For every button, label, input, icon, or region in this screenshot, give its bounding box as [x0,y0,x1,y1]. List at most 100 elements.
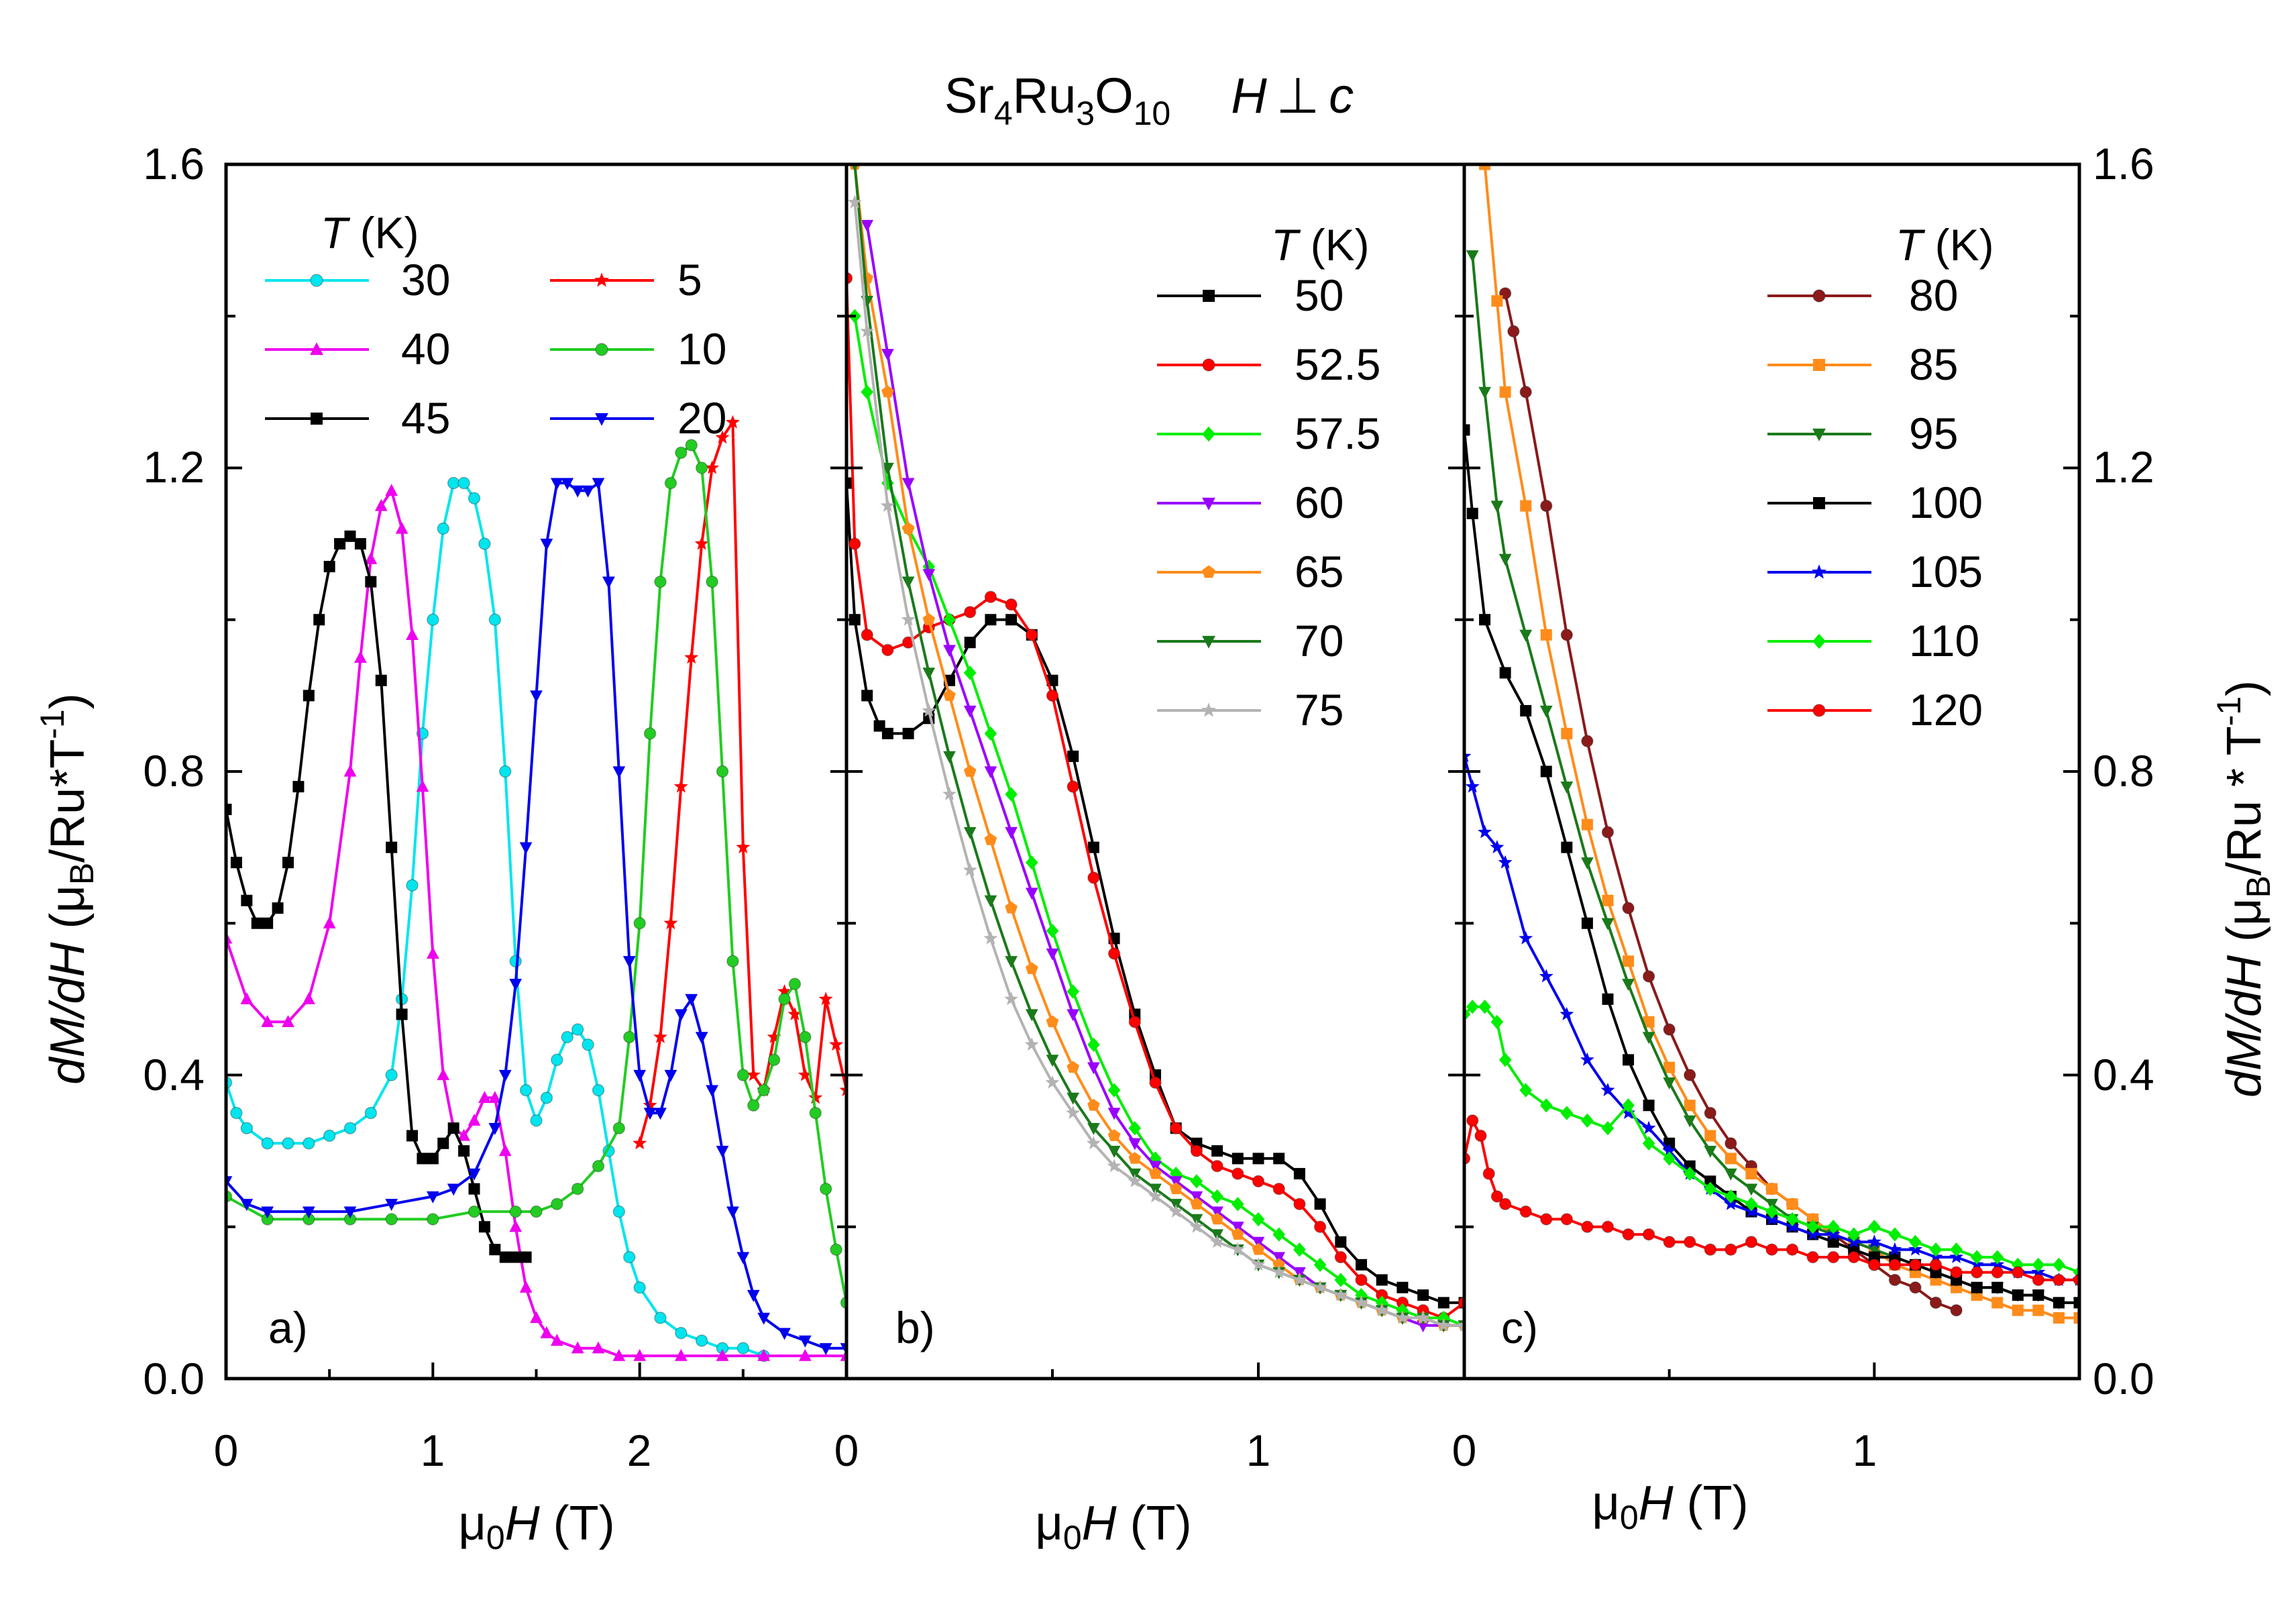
panel-c-legend-marker-85 [1813,359,1825,371]
panel-c-legend-marker-100 [1813,497,1825,509]
panel-b-point-65-6 [963,765,977,777]
title-perp: ⊥ [1276,68,1319,123]
panel-c-point-120-16 [1725,1243,1737,1256]
panel-a-point-45-13 [354,538,366,550]
panel-a-point-45-23 [458,1145,470,1157]
panel-a-point-30-16 [457,476,470,490]
panel-b-point-65-2 [881,385,894,398]
panel-c-point-80-11 [1704,1106,1717,1120]
panel-a-point-40-11 [395,521,408,534]
panel-a-point-45-28 [510,1251,522,1263]
panel-a-point-30-22 [519,1083,533,1097]
panel-c-legend-title: T (K) [1896,220,1994,270]
panel-b-legend-label-52_5: 52.5 [1295,339,1380,389]
panel-c-point-120-23 [1868,1259,1881,1271]
panel-a-point-20-32 [726,1206,739,1219]
panel-b-point-50-5 [902,727,914,739]
panel-a-xtick-2: 2 [627,1426,652,1475]
panel-c-legend-label-120: 120 [1909,685,1983,735]
panel-c-point-105-23 [1888,1242,1902,1256]
panel-b-point-50-10 [1005,614,1018,626]
panel-a-point-45-4 [262,917,274,929]
panel-c-point-95-6 [1560,781,1574,794]
panel-b-point-65-17 [1190,1197,1203,1210]
panel-b-legend-marker-57_5 [1202,426,1215,442]
panel-a-point-20-5 [385,1199,398,1212]
panel-b-point-65-16 [1169,1182,1183,1195]
panel-b-point-57_5-17 [1190,1174,1203,1189]
panel-c-point-80-8 [1642,970,1655,983]
panel-c-point-100-13 [1704,1175,1716,1187]
panel-b-point-75-14 [1128,1173,1142,1187]
panel-a-xticks: 0 1 2 [214,1426,652,1475]
ytick-right-0: 0.0 [2093,1354,2154,1403]
panel-a-point-20-27 [674,1009,688,1022]
panel-c-point-110-15 [1725,1189,1737,1204]
panel-b-point-57_5-18 [1211,1189,1223,1204]
panel-b-legend-item-50: 50 [1157,270,1344,320]
panel-b-point-52_5-13 [1087,871,1100,884]
panel-a-point-30-24 [540,1091,553,1104]
panel-c-point-110-16 [1745,1197,1758,1212]
title-sr: Sr [944,68,994,123]
panel-a-point-20-2 [261,1206,274,1219]
panel-b-point-57_5-10 [1046,923,1059,939]
panel-c-point-120-30 [2012,1266,2024,1279]
panel-c-point-100-6 [1561,841,1573,853]
panel-c-legend-marker-95 [1812,428,1826,441]
panel-c-point-110-4 [1498,1053,1512,1067]
panel-b-legend: T (K) 50 52.5 57.5 60 65 70 75 [1157,220,1380,735]
panel-b-point-52_5-10 [1026,629,1038,641]
panel-b-point-65-15 [1149,1167,1162,1179]
panel-c-point-120-24 [1888,1259,1902,1271]
panel-a-point-10-6 [468,1205,481,1218]
panel-a-point-5-8 [715,430,730,444]
panel-a-point-30-1 [230,1106,243,1120]
panel-a-legend-marker-40 [310,342,323,356]
panel-c-point-110-30 [2032,1257,2045,1272]
panel-b-series-50 [846,477,1464,1309]
panel-a-legend-label-10: 10 [677,324,726,374]
panel-c-point-110-26 [1950,1242,1963,1257]
ytick-left-2: 0.8 [143,746,205,796]
panel-a-point-40-15 [437,1068,450,1081]
panel-b-point-60-5 [963,705,977,718]
panel-c-point-95-12 [1683,1115,1696,1128]
panel-a-point-20-1 [240,1199,254,1212]
panel-b-point-60-12 [1107,1108,1121,1120]
panel-c-point-85-9 [1643,1016,1655,1028]
panel-c-point-105-12 [1662,1143,1677,1157]
panel-c-series-110 [1464,1000,2079,1280]
panel-b-point-60-8 [1025,888,1038,900]
panel-c-point-85-27 [2012,1304,2024,1316]
panel-b-point-52_5-11 [1046,689,1059,702]
panel-c-legend-item-120: 120 [1767,685,1983,735]
panel-a-x-axis-title: μ0H (T) [458,1497,614,1556]
panel-c-point-95-13 [1704,1145,1717,1158]
panel-a-point-40-9 [374,498,388,511]
panel-b-point-57_5-21 [1272,1227,1286,1242]
panel-b-xticks: 0 1 [834,1426,1271,1475]
panel-c-legend-marker-80 [1812,289,1826,303]
panel-c-legend-label-100: 100 [1909,478,1983,527]
panel-b-xtick-1: 1 [1246,1426,1271,1475]
panel-a-point-45-7 [292,781,305,793]
panel-c-point-110-11 [1642,1136,1655,1151]
panel-a-point-30-27 [571,1023,584,1036]
panel-b-legend-item-70: 70 [1157,616,1344,665]
panel-c-point-80-4 [1560,629,1574,641]
panel-c-legend-label-85: 85 [1909,339,1958,389]
panel-a-point-20-6 [426,1191,439,1204]
panel-b-point-57_5-23 [1313,1257,1327,1272]
panel-c-point-120-1 [1466,1114,1479,1127]
panel-b-point-50-27 [1356,1259,1367,1271]
panel-a-point-40-25 [540,1326,553,1338]
panel-c-legend-marker-110 [1812,633,1826,649]
panel-c-legend-label-80: 80 [1909,270,1958,320]
panel-a-point-45-14 [365,576,377,588]
panel-a-point-30-8 [364,1106,378,1120]
panel-c-point-80-10 [1683,1069,1696,1081]
panel-a-point-10-33 [830,1243,842,1256]
panel-c-point-110-31 [2053,1257,2065,1272]
